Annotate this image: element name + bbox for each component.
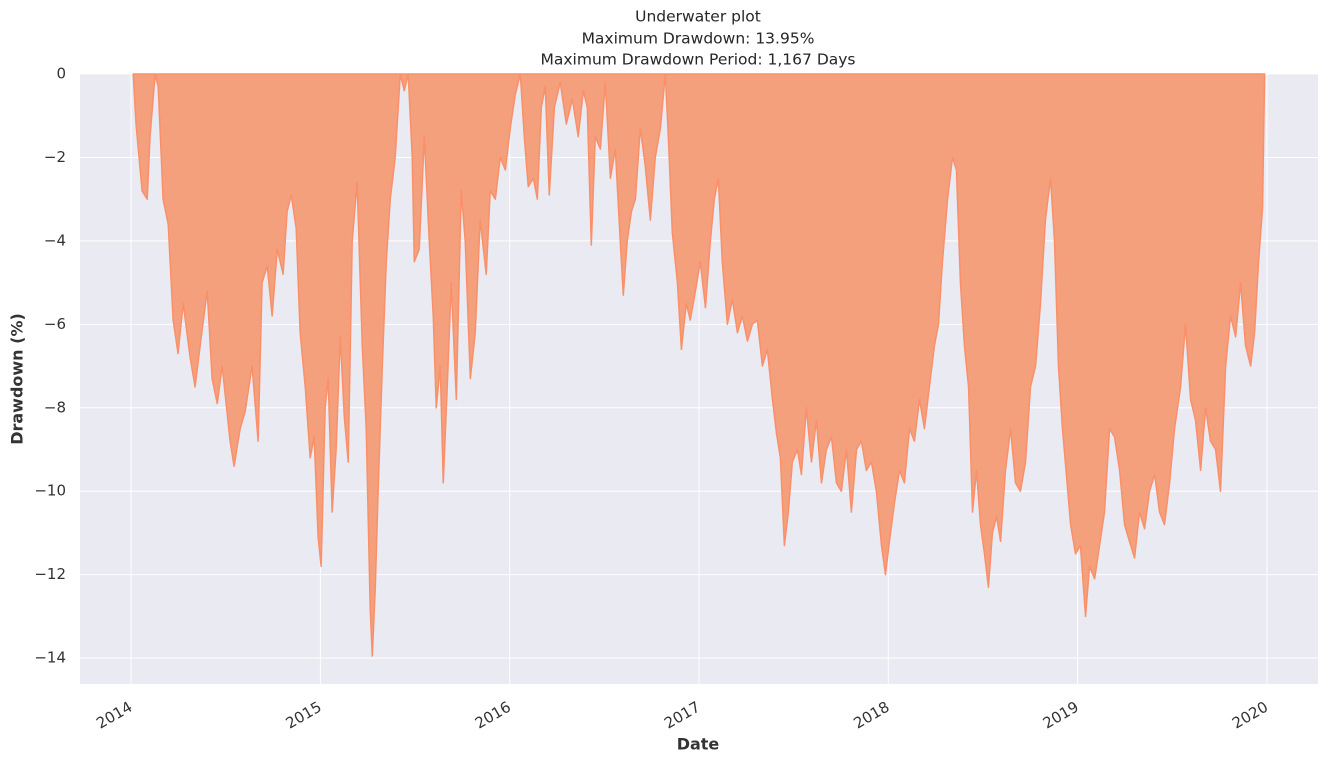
x-tick-label: 2016 [472,698,514,733]
x-tick-label: 2018 [850,698,892,733]
y-tick-label: −8 [44,398,66,416]
x-tick-label: 2019 [1040,698,1082,733]
x-tick-label: 2017 [661,698,703,733]
y-tick-label: −4 [44,231,66,249]
x-tick-label: 2020 [1229,698,1271,733]
y-tick-label: −10 [34,482,66,500]
chart-subtitle: Maximum Drawdown: 13.95% [582,30,815,48]
x-tick-label: 2015 [283,698,325,733]
y-axis-label: Drawdown (%) [8,313,27,445]
drawdown-area [132,73,1266,657]
y-tick-label: −12 [34,565,66,583]
y-tick-label: −2 [44,148,66,166]
y-tick-label: 0 [56,65,66,83]
x-tick-label: 2014 [93,698,135,733]
x-axis-label: Date [677,735,720,754]
y-tick-label: −14 [34,649,66,667]
y-tick-label: −6 [44,315,66,333]
chart-subtitle: Maximum Drawdown Period: 1,167 Days [541,51,856,69]
chart-title: Underwater plot [635,8,761,26]
